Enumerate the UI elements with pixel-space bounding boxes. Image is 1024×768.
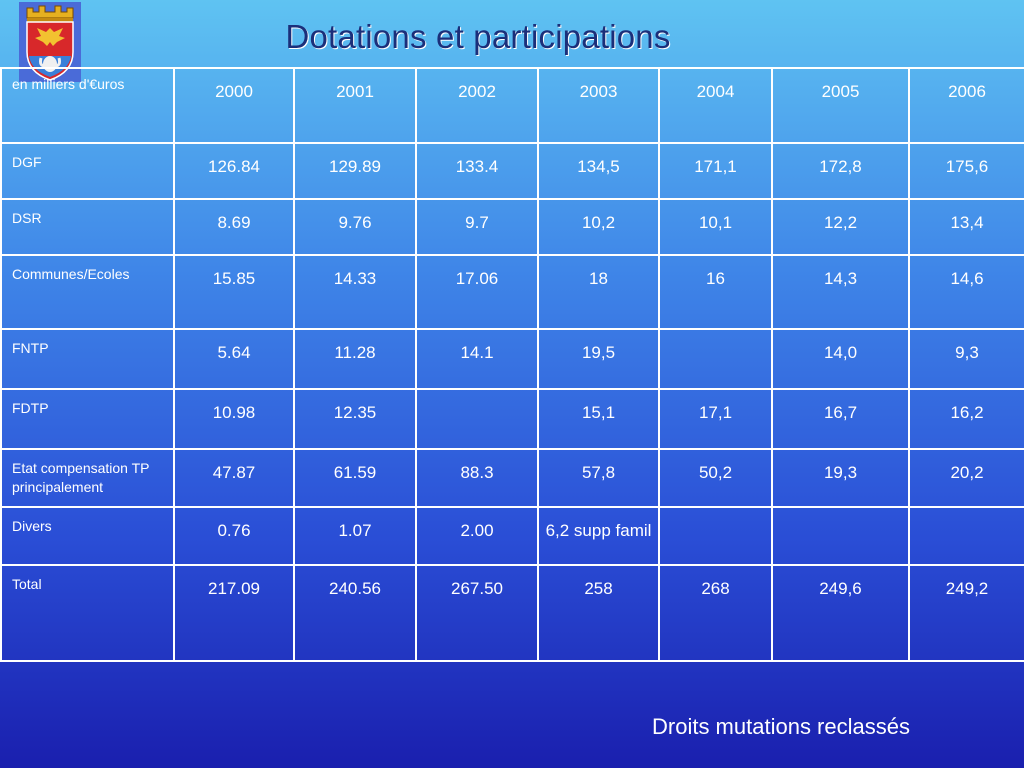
table-cell: 13,4	[908, 198, 1024, 256]
table-cell: 14,6	[908, 254, 1024, 330]
table-cell: 268	[658, 564, 773, 662]
table-cell: 15,1	[537, 388, 660, 450]
table-row: DGF 126.84 129.89 133.4 134,5 171,1 172,…	[0, 142, 1024, 200]
year-header: 2001	[293, 67, 417, 144]
table-cell: 240.56	[293, 564, 417, 662]
slide-title: Dotations et participations	[285, 18, 671, 55]
table-cell: 0.76	[173, 506, 295, 566]
table-cell: 126.84	[173, 142, 295, 200]
coat-of-arms-icon	[19, 2, 81, 82]
table-cell: 16,2	[908, 388, 1024, 450]
row-label: Etat compensation TP principalement	[0, 448, 175, 508]
table-cell: 15.85	[173, 254, 295, 330]
table-cell: 10.98	[173, 388, 295, 450]
table-cell: 12,2	[771, 198, 910, 256]
table-cell: 258	[537, 564, 660, 662]
year-header: 2005	[771, 67, 910, 144]
table-cell: 129.89	[293, 142, 417, 200]
table-cell: 12.35	[293, 388, 417, 450]
row-label: DGF	[0, 142, 175, 200]
table-row: Total 217.09 240.56 267.50 258 268 249,6…	[0, 564, 1024, 662]
table-header-row: en milliers d'€uros 2000 2001 2002 2003 …	[0, 67, 1024, 144]
table-cell: 14.33	[293, 254, 417, 330]
row-label: FDTP	[0, 388, 175, 450]
row-label: Divers	[0, 506, 175, 566]
table-cell: 14,0	[771, 328, 910, 390]
table-cell: 133.4	[415, 142, 539, 200]
year-header: 2002	[415, 67, 539, 144]
table-cell: 17,1	[658, 388, 773, 450]
table-cell: 20,2	[908, 448, 1024, 508]
year-header: 2004	[658, 67, 773, 144]
dotations-table: en milliers d'€uros 2000 2001 2002 2003 …	[0, 67, 1024, 662]
table-cell: 9,3	[908, 328, 1024, 390]
table-cell: 2.00	[415, 506, 539, 566]
table-cell: 88.3	[415, 448, 539, 508]
year-header: 2000	[173, 67, 295, 144]
units-label: en milliers d'€uros	[0, 67, 175, 144]
row-label: Communes/Ecoles	[0, 254, 175, 330]
table-cell: 8.69	[173, 198, 295, 256]
table-cell: 175,6	[908, 142, 1024, 200]
table-cell: 249,2	[908, 564, 1024, 662]
table-cell: 14,3	[771, 254, 910, 330]
table-cell: 9.7	[415, 198, 539, 256]
table-cell: 17.06	[415, 254, 539, 330]
footnote: Droits mutations reclassés	[652, 714, 910, 739]
table-cell: 47.87	[173, 448, 295, 508]
table-cell	[658, 506, 773, 566]
table-cell: 50,2	[658, 448, 773, 508]
table-cell: 6,2 supp famil	[537, 506, 660, 566]
table-cell: 217.09	[173, 564, 295, 662]
table-cell: 16,7	[771, 388, 910, 450]
table-cell: 9.76	[293, 198, 417, 256]
table-row: Divers 0.76 1.07 2.00 6,2 supp famil	[0, 506, 1024, 566]
table-cell: 10,2	[537, 198, 660, 256]
table-cell: 19,3	[771, 448, 910, 508]
table-cell	[415, 388, 539, 450]
row-label: DSR	[0, 198, 175, 256]
table-row: FNTP 5.64 11.28 14.1 19,5 14,0 9,3	[0, 328, 1024, 390]
table-cell: 249,6	[771, 564, 910, 662]
table-row: Communes/Ecoles 15.85 14.33 17.06 18 16 …	[0, 254, 1024, 330]
table-cell: 171,1	[658, 142, 773, 200]
row-label: FNTP	[0, 328, 175, 390]
table-row: FDTP 10.98 12.35 15,1 17,1 16,7 16,2	[0, 388, 1024, 450]
table-cell: 19,5	[537, 328, 660, 390]
table-cell: 11.28	[293, 328, 417, 390]
table-cell: 57,8	[537, 448, 660, 508]
table-cell: 1.07	[293, 506, 417, 566]
table-cell: 134,5	[537, 142, 660, 200]
year-header: 2006	[908, 67, 1024, 144]
table-cell	[658, 328, 773, 390]
table-cell: 10,1	[658, 198, 773, 256]
table-row: Etat compensation TP principalement 47.8…	[0, 448, 1024, 508]
table-cell: 18	[537, 254, 660, 330]
table-cell: 14.1	[415, 328, 539, 390]
row-label: Total	[0, 564, 175, 662]
table-cell: 172,8	[771, 142, 910, 200]
table-cell	[908, 506, 1024, 566]
table-cell: 5.64	[173, 328, 295, 390]
table-cell: 61.59	[293, 448, 417, 508]
table-cell: 267.50	[415, 564, 539, 662]
table-row: DSR 8.69 9.76 9.7 10,2 10,1 12,2 13,4	[0, 198, 1024, 256]
table-cell: 16	[658, 254, 773, 330]
year-header: 2003	[537, 67, 660, 144]
table-cell	[771, 506, 910, 566]
